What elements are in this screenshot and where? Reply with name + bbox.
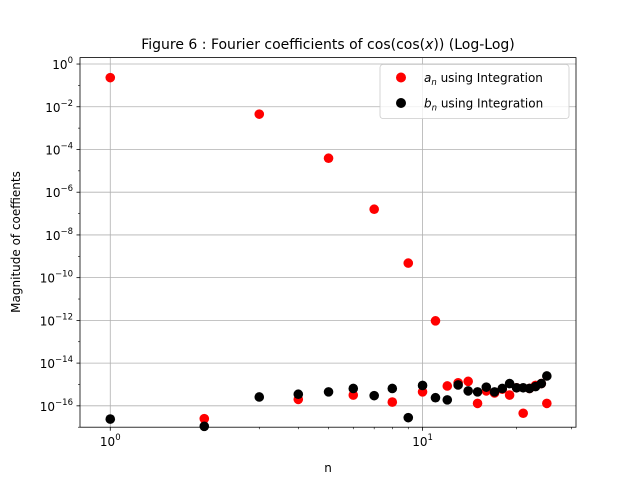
x-tick-label: 100 [100, 433, 121, 449]
point-bn [463, 386, 473, 396]
point-bn [497, 383, 508, 394]
point-bn [254, 392, 265, 402]
point-an [542, 398, 552, 409]
point-an [504, 390, 515, 400]
grid-lines [80, 57, 576, 428]
y-tick-label: 10−4 [45, 141, 73, 157]
point-an [387, 397, 398, 407]
x-axis-label: n [324, 461, 332, 475]
y-tick-label: 10−2 [45, 99, 73, 115]
point-bn [542, 371, 552, 381]
point-bn [387, 383, 398, 394]
legend-marker-an [396, 72, 406, 83]
point-an [442, 381, 453, 391]
point-an [199, 413, 210, 424]
point-bn [536, 378, 547, 389]
y-tick-label: 10−8 [45, 227, 73, 243]
y-tick-label: 10−6 [45, 184, 73, 200]
x-tick-label: 101 [412, 433, 433, 449]
point-an [105, 72, 116, 83]
point-bn [293, 389, 304, 400]
y-tick-label: 100 [52, 56, 73, 72]
point-an [403, 258, 414, 268]
point-bn [489, 387, 500, 397]
point-an [323, 153, 334, 164]
point-bn [323, 387, 334, 397]
point-an [463, 376, 473, 387]
point-an [348, 390, 359, 400]
y-axis-ticks: 100 10−2 10−4 10−6 10−8 10−10 10−12 10−14 10−16 [40, 56, 80, 428]
y-tick-label: 10−10 [40, 270, 73, 286]
legend-label-bn: bn using Integration [424, 97, 543, 114]
point-bn [504, 378, 515, 389]
point-bn [105, 414, 116, 424]
point-an [254, 109, 265, 119]
point-bn [417, 380, 428, 391]
point-an [518, 408, 528, 419]
point-bn [453, 380, 463, 390]
legend: an using Integration bn using Integratio… [379, 64, 570, 119]
data-points [105, 72, 552, 432]
y-tick-label: 10−16 [40, 398, 73, 414]
legend-frame [379, 64, 570, 119]
y-axis-label: Magnitude of coeffients [9, 171, 23, 313]
legend-label-an: an using Integration [424, 71, 543, 88]
point-an [472, 398, 483, 409]
chart-title: Figure 6 : Fourier coefficients of cos(c… [141, 37, 515, 53]
point-an [430, 316, 441, 326]
point-bn [481, 382, 492, 392]
point-bn [442, 395, 453, 405]
point-bn [199, 421, 210, 432]
point-bn [430, 392, 441, 403]
plot-frame [79, 57, 577, 428]
point-bn [472, 387, 483, 397]
y-tick-label: 10−12 [40, 312, 73, 328]
point-bn [403, 412, 414, 423]
point-an [369, 204, 379, 215]
point-bn [511, 382, 522, 393]
y-tick-label: 10−14 [40, 355, 73, 371]
point-bn [369, 390, 379, 401]
legend-marker-bn [396, 98, 406, 108]
x-axis-ticks: 100 101 [100, 427, 572, 449]
point-bn [348, 383, 359, 394]
